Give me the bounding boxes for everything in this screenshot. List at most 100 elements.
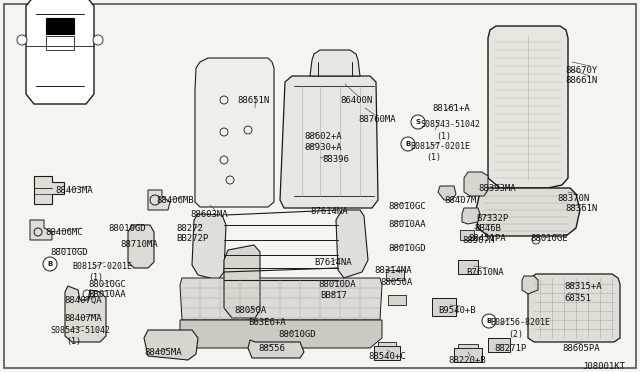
Text: 88161+A: 88161+A: [432, 104, 470, 113]
Text: BB010AA: BB010AA: [88, 290, 125, 299]
Text: 88370N: 88370N: [557, 194, 589, 203]
Text: 88605PA: 88605PA: [562, 344, 600, 353]
Text: B: B: [486, 318, 492, 324]
Polygon shape: [336, 210, 368, 278]
Text: 88050A: 88050A: [380, 278, 412, 287]
Text: 88760MA: 88760MA: [358, 115, 396, 124]
Bar: [458, 260, 478, 274]
Text: 88050A: 88050A: [234, 306, 266, 315]
Bar: [374, 346, 400, 360]
Text: 88361N: 88361N: [565, 204, 597, 213]
Text: BB46B: BB46B: [474, 224, 501, 233]
Polygon shape: [65, 286, 106, 342]
Polygon shape: [280, 76, 378, 208]
Text: 88651N: 88651N: [237, 96, 269, 105]
Text: 88220+B: 88220+B: [448, 356, 486, 365]
Text: 88556: 88556: [258, 344, 285, 353]
Text: 88010GC: 88010GC: [88, 280, 125, 289]
Text: 88403MA: 88403MA: [55, 186, 93, 195]
Circle shape: [93, 35, 103, 45]
Text: (1): (1): [426, 153, 441, 162]
Text: 88507M: 88507M: [462, 236, 494, 245]
Text: BB817: BB817: [320, 291, 347, 300]
Bar: [458, 344, 478, 348]
Polygon shape: [310, 50, 360, 76]
Text: 88271P: 88271P: [494, 344, 526, 353]
Text: 88603MA: 88603MA: [190, 210, 228, 219]
Text: 88010GD: 88010GD: [50, 248, 88, 257]
Polygon shape: [488, 26, 568, 188]
Circle shape: [401, 137, 415, 151]
Text: B: B: [405, 141, 411, 147]
Text: 88710MA: 88710MA: [120, 240, 157, 249]
Polygon shape: [128, 225, 154, 268]
Polygon shape: [476, 188, 580, 236]
Text: 88405MA: 88405MA: [144, 348, 182, 357]
Text: 88010GC: 88010GC: [388, 202, 426, 211]
Text: 88010GD: 88010GD: [108, 224, 146, 233]
Polygon shape: [464, 172, 488, 196]
Text: 88602+A: 88602+A: [304, 132, 342, 141]
Polygon shape: [30, 220, 52, 240]
Bar: [454, 348, 482, 362]
Text: B: B: [47, 261, 52, 267]
Polygon shape: [26, 0, 94, 104]
Text: 88670Y: 88670Y: [565, 66, 597, 75]
Polygon shape: [248, 340, 304, 358]
Text: B7332P: B7332P: [476, 214, 508, 223]
Text: (2): (2): [508, 330, 523, 339]
Text: 88010DA: 88010DA: [318, 280, 356, 289]
Text: 88930+A: 88930+A: [304, 143, 342, 152]
Polygon shape: [148, 190, 170, 210]
Text: B08157-0201E: B08157-0201E: [72, 262, 132, 271]
Text: BB272P: BB272P: [176, 234, 208, 243]
Text: 88396: 88396: [322, 155, 349, 164]
Text: 88406MC: 88406MC: [45, 228, 83, 237]
Text: 88540+C: 88540+C: [368, 352, 406, 361]
Text: (1): (1): [436, 132, 451, 141]
Text: 86400N: 86400N: [340, 96, 372, 105]
Text: 88314MA: 88314MA: [374, 266, 412, 275]
Bar: [46, 18, 74, 34]
Text: 88406MB: 88406MB: [156, 196, 194, 205]
Polygon shape: [180, 278, 382, 320]
Text: 88272: 88272: [176, 224, 203, 233]
Text: 88661N: 88661N: [565, 76, 597, 85]
Bar: [378, 342, 396, 346]
Bar: [488, 338, 510, 352]
Text: 88010GD: 88010GD: [388, 244, 426, 253]
Text: S08543-51042: S08543-51042: [50, 326, 110, 335]
Text: (1): (1): [66, 337, 81, 346]
Polygon shape: [522, 276, 538, 294]
Text: 88010GD: 88010GD: [278, 330, 316, 339]
Polygon shape: [462, 208, 480, 224]
Polygon shape: [144, 330, 198, 360]
Text: 88407MA: 88407MA: [64, 314, 102, 323]
Circle shape: [411, 115, 425, 129]
Polygon shape: [528, 274, 620, 342]
Text: 88451PA: 88451PA: [468, 234, 506, 243]
Text: S: S: [415, 119, 420, 125]
Text: 68351: 68351: [564, 294, 591, 303]
Text: B08156-8201E: B08156-8201E: [490, 318, 550, 327]
Circle shape: [43, 257, 57, 271]
Bar: [432, 298, 456, 316]
Circle shape: [482, 314, 496, 328]
Polygon shape: [438, 186, 456, 200]
Text: 88010GE: 88010GE: [530, 234, 568, 243]
Text: 88010AA: 88010AA: [388, 220, 426, 229]
Text: S08543-51042: S08543-51042: [420, 120, 480, 129]
Text: 88393MA: 88393MA: [478, 184, 516, 193]
Text: B9540+B: B9540+B: [438, 306, 476, 315]
Polygon shape: [224, 245, 260, 318]
Text: B7614NA: B7614NA: [314, 258, 351, 267]
Bar: [388, 295, 406, 305]
Polygon shape: [180, 320, 382, 348]
Bar: [46, 36, 74, 50]
Polygon shape: [34, 176, 64, 204]
Text: 88315+A: 88315+A: [564, 282, 602, 291]
Circle shape: [17, 35, 27, 45]
Bar: [460, 230, 474, 240]
Text: B7610NA: B7610NA: [466, 268, 504, 277]
Text: B63E6+A: B63E6+A: [248, 318, 285, 327]
